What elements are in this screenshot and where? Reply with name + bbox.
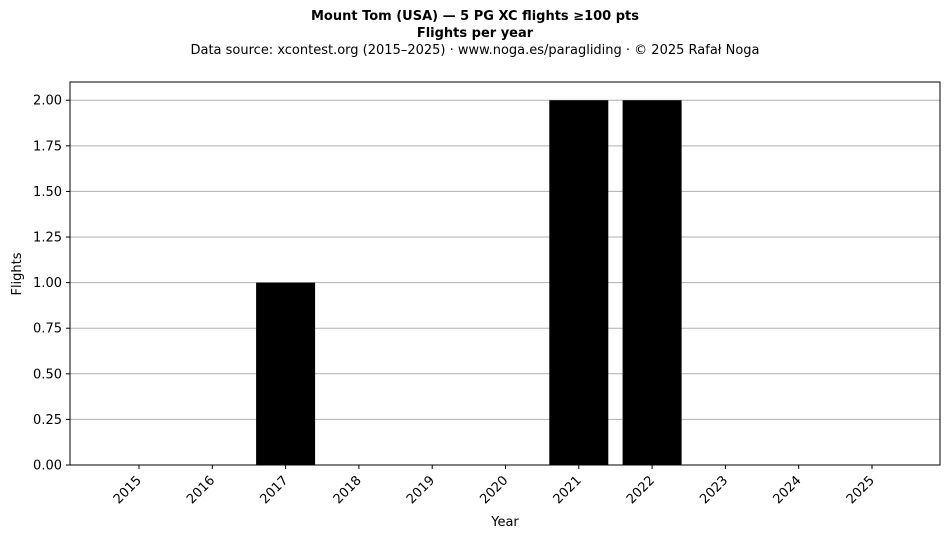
y-tick-label: 0.50 [33, 367, 62, 382]
x-tick-label: 2025 [844, 473, 878, 507]
plot-frame [69, 81, 941, 466]
x-tick-label: 2016 [184, 473, 218, 507]
chart-subtitle: Flights per year [416, 26, 534, 41]
y-tick-label: 1.50 [33, 185, 62, 200]
bar-2017 [256, 282, 316, 465]
x-tick-label: 2022 [624, 473, 658, 507]
y-axis-label: Flights [10, 252, 25, 295]
bars [256, 100, 682, 465]
x-tick-label: 2015 [111, 473, 145, 507]
x-tick-label: 2021 [551, 473, 585, 507]
x-tick-label: 2024 [771, 473, 805, 507]
grid-lines [70, 99, 940, 466]
x-axis-label: Year [490, 515, 519, 530]
y-tick-label: 0.25 [33, 413, 62, 428]
chart-title: Mount Tom (USA) — 5 PG XC flights ≥100 p… [310, 9, 640, 24]
x-tick-label: 2017 [257, 473, 291, 507]
y-tick-label: 1.00 [33, 276, 62, 291]
y-tick-label: 0.75 [33, 322, 62, 337]
x-tick-label: 2018 [331, 473, 365, 507]
bar-2022 [622, 100, 682, 465]
x-tick-label: 2019 [404, 473, 438, 507]
chart-source-note: Data source: xcontest.org (2015–2025) · … [190, 43, 760, 58]
bar-2021 [549, 100, 609, 465]
y-tick-label: 2.00 [33, 94, 62, 109]
x-tick-label: 2023 [697, 473, 731, 507]
y-tick-label: 1.25 [33, 231, 62, 246]
x-tick-label: 2020 [477, 473, 511, 507]
y-tick-label: 0.00 [33, 459, 62, 474]
y-tick-label: 1.75 [33, 139, 62, 154]
